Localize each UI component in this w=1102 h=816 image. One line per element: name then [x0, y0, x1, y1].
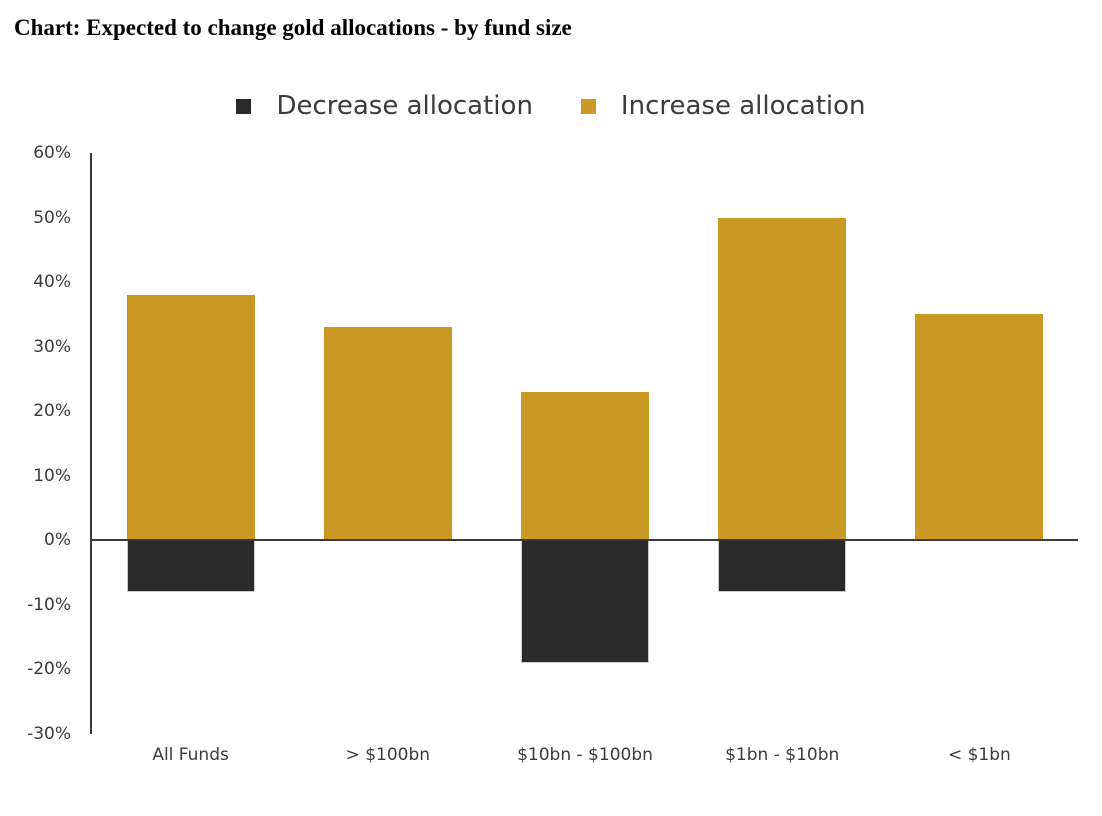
y-tick-label-10: 10%: [33, 465, 71, 486]
y-tick-label-20: -20%: [27, 659, 71, 680]
bar-increase-10bn-100bn: [520, 391, 650, 541]
legend-label-increase: Increase allocation: [620, 91, 866, 121]
x-axis-label-10bn-100bn: $10bn - $100bn: [517, 745, 653, 765]
bar-decrease-all-funds: [126, 540, 255, 592]
x-axis-label-1bn-10bn: $1bn - $10bn: [725, 745, 840, 765]
legend-item-decrease: Decrease allocation: [236, 91, 533, 121]
y-tick-label-40: 40%: [33, 272, 71, 293]
legend-label-decrease: Decrease allocation: [276, 91, 533, 121]
bar-increase-1bn: [915, 314, 1044, 541]
bar-decrease-10bn-100bn: [520, 540, 650, 663]
y-tick-label-50: 50%: [33, 207, 71, 228]
bar-increase-all-funds: [126, 295, 255, 541]
x-axis-label-100bn: > $100bn: [345, 745, 431, 765]
y-tick-label-0: 0%: [44, 530, 71, 551]
y-tick-label-30: 30%: [33, 336, 71, 357]
increase-swatch-icon: [580, 98, 596, 114]
y-tick-label-60: 60%: [33, 143, 71, 163]
y-tick-label-10: -10%: [27, 594, 71, 615]
y-tick-label-20: 20%: [33, 401, 71, 422]
zero-axis-line: [90, 539, 1078, 542]
x-axis-labels: All Funds > $100bn $10bn - $100bn $1bn - $1…: [92, 745, 1078, 769]
legend-item-increase: Increase allocation: [580, 91, 866, 121]
legend: Decrease allocation Increase allocation: [0, 91, 1102, 121]
bar-increase-100bn: [323, 327, 452, 541]
bar-decrease-1bn-10bn: [718, 540, 847, 592]
x-axis-label-1bn: < $1bn: [947, 745, 1011, 765]
chart-title: Chart: Expected to change gold allocatio…: [14, 15, 572, 40]
plot-area: All Funds > $100bn $10bn - $100bn $1bn - $1…: [27, 143, 1078, 765]
bar-increase-1bn-10bn: [718, 217, 847, 541]
x-axis-label-all-funds: All Funds: [152, 745, 229, 765]
decrease-swatch-icon: [236, 98, 252, 114]
y-tick-label-30: -30%: [27, 724, 71, 744]
